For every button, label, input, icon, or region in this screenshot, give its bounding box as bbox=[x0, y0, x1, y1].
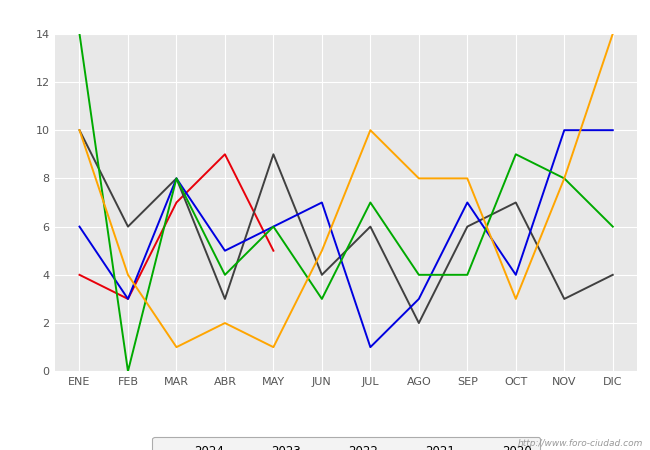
Text: Matriculaciones de Vehiculos en Pliego: Matriculaciones de Vehiculos en Pliego bbox=[177, 9, 473, 24]
Legend: 2024, 2023, 2022, 2021, 2020: 2024, 2023, 2022, 2021, 2020 bbox=[152, 437, 540, 450]
Text: http://www.foro-ciudad.com: http://www.foro-ciudad.com bbox=[518, 439, 644, 448]
